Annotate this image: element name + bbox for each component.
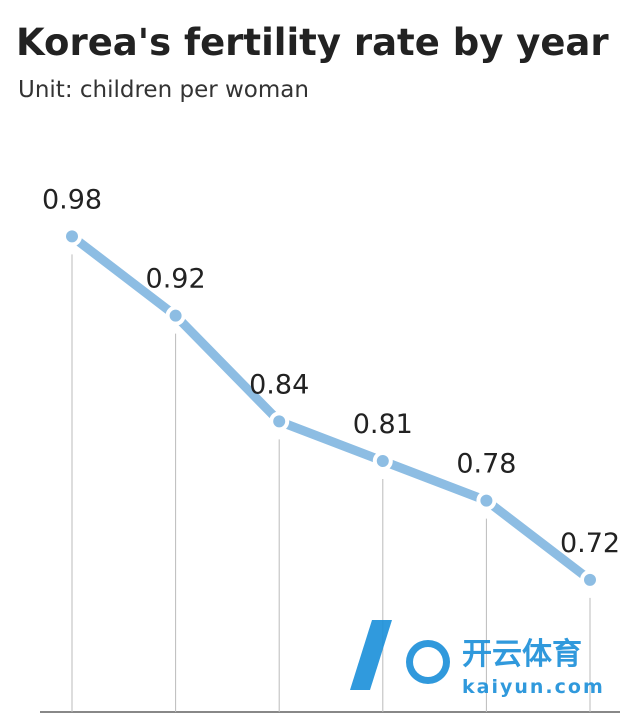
data-label: 0.92 [146, 264, 206, 295]
data-label: 0.72 [560, 528, 620, 559]
point [269, 411, 290, 432]
chart-title: Korea's fertility rate by year [16, 21, 609, 64]
point [580, 569, 600, 590]
line [69, 232, 593, 584]
chart-subtitle: Unit: children per woman [18, 77, 309, 103]
watermark-logo [413, 647, 443, 677]
data-label: 0.98 [42, 184, 102, 215]
point [476, 490, 497, 511]
watermark-logo [350, 620, 392, 690]
data-label: 0.81 [353, 409, 413, 440]
watermark-brand: 开云体育 [462, 637, 582, 672]
data-label: 0.78 [456, 449, 516, 480]
point [165, 305, 186, 326]
data-label: 0.84 [249, 369, 309, 400]
watermark: 开云体育 kaiyun.com [350, 620, 605, 698]
point [372, 451, 393, 471]
point [62, 226, 82, 247]
watermark-url: kaiyun.com [462, 676, 605, 698]
